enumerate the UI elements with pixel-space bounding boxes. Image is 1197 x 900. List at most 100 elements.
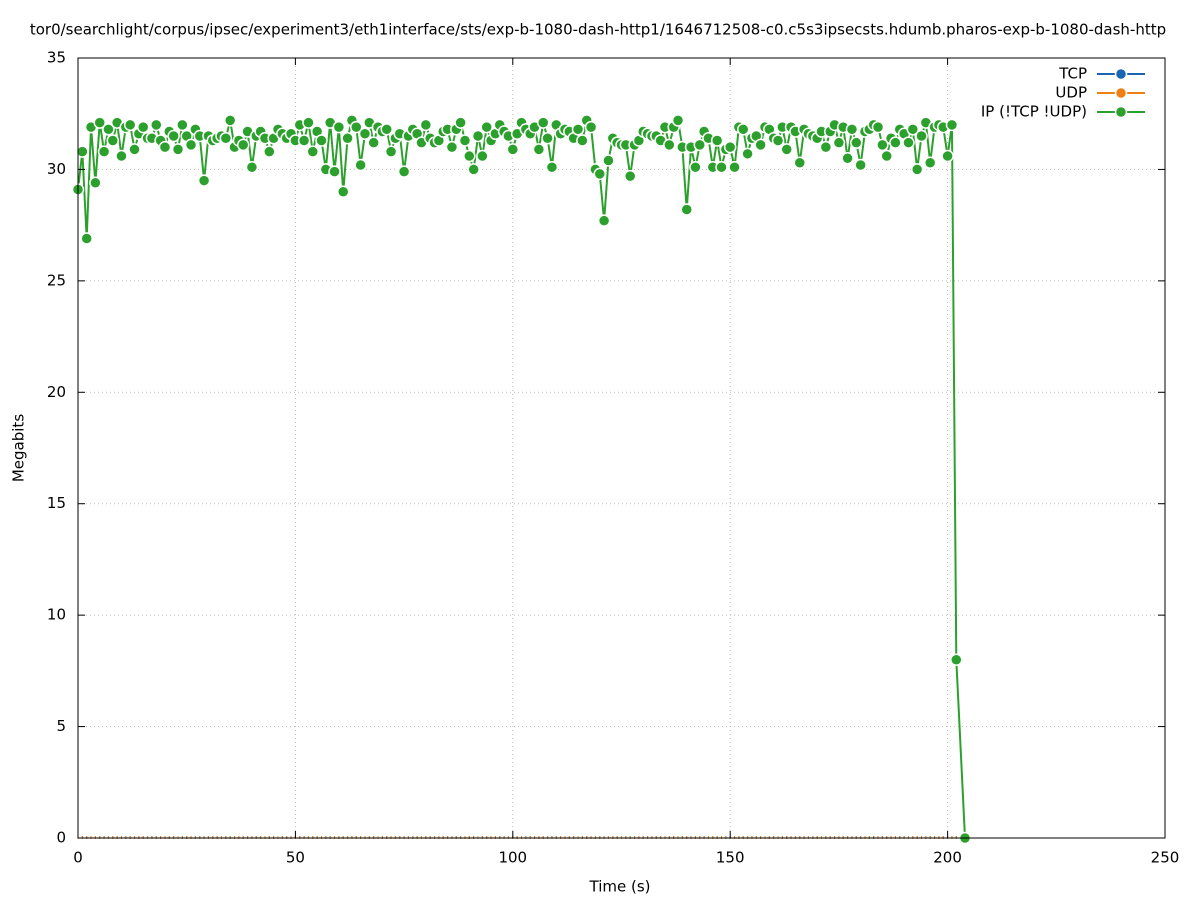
data-point — [223, 114, 237, 127]
data-point — [602, 154, 615, 167]
data-point — [171, 143, 185, 156]
data-point — [593, 167, 607, 181]
data-point — [506, 143, 520, 156]
data-point — [741, 147, 754, 161]
data-point — [219, 131, 233, 145]
legend-marker — [1114, 67, 1128, 81]
data-point — [541, 131, 554, 145]
legend-label: IP (!TCP !UDP) — [981, 103, 1087, 121]
data-point — [97, 145, 111, 158]
data-point — [167, 129, 180, 143]
data-point — [76, 145, 89, 158]
data-point — [306, 145, 320, 158]
axes: 0 50 100 150 200 250 0 5 10 15 20 25 30 35 — [47, 49, 1179, 867]
data-point — [184, 138, 198, 152]
data-point — [480, 120, 493, 134]
data-point — [476, 149, 489, 163]
data-point — [397, 165, 411, 178]
data-point — [728, 160, 741, 174]
y-tick-label: 25 — [47, 271, 66, 289]
data-point — [780, 143, 793, 156]
y-axis-label: Megabits — [10, 414, 28, 482]
data-point — [102, 123, 115, 136]
data-point — [150, 118, 163, 132]
data-point — [680, 203, 693, 216]
data-point — [136, 120, 150, 134]
data-point — [871, 120, 885, 134]
data-point — [328, 165, 341, 178]
data-point — [623, 169, 637, 183]
data-point — [236, 138, 250, 152]
data-point — [358, 127, 372, 141]
data-point — [354, 158, 367, 172]
y-tick-label: 10 — [47, 606, 66, 624]
data-point — [880, 149, 893, 163]
data-point — [945, 118, 959, 132]
data-point — [106, 134, 120, 147]
data-point — [571, 123, 585, 136]
data-point — [915, 129, 928, 143]
data-point — [854, 158, 867, 172]
data-point — [197, 174, 211, 187]
y-tick-label: 30 — [47, 160, 66, 178]
data-point — [367, 136, 380, 149]
y-tick-label: 15 — [47, 494, 66, 512]
data-point — [123, 118, 137, 132]
data-point — [689, 160, 702, 174]
x-tick-label: 250 — [1151, 849, 1180, 867]
y-tick-label: 0 — [56, 829, 66, 847]
x-tick-label: 100 — [498, 849, 527, 867]
legend-marker — [1114, 86, 1128, 100]
data-point — [341, 131, 354, 145]
y-tick-label: 5 — [56, 717, 66, 735]
data-point — [715, 160, 728, 174]
data-point — [115, 149, 128, 163]
data-point — [889, 136, 902, 149]
legend-label: TCP — [1058, 65, 1087, 83]
x-tick-label: 0 — [73, 849, 83, 867]
data-point — [332, 120, 346, 134]
data-point — [297, 134, 311, 147]
data-point — [736, 123, 750, 136]
data-point — [693, 138, 707, 152]
x-tick-label: 150 — [716, 849, 745, 867]
data-point — [89, 176, 102, 190]
data-point — [315, 134, 328, 147]
data-point — [380, 123, 393, 136]
data-point — [576, 134, 589, 147]
data-point — [910, 163, 924, 176]
data-point — [467, 163, 480, 176]
data-point — [663, 138, 676, 152]
data-point — [710, 134, 724, 147]
data-point — [80, 232, 93, 245]
data-point — [845, 123, 859, 136]
data-point — [350, 120, 363, 134]
data-point — [263, 145, 276, 158]
data-point — [723, 140, 737, 154]
data-point — [471, 129, 485, 143]
data-point — [832, 136, 846, 149]
plot-frame — [77, 57, 1166, 839]
x-tick-label: 200 — [933, 849, 962, 867]
data-point — [950, 653, 963, 666]
legend-label: UDP — [1055, 84, 1087, 102]
data-point — [597, 214, 611, 227]
y-tick-label: 35 — [47, 49, 66, 67]
data-point — [754, 138, 767, 152]
data-point — [176, 118, 189, 132]
data-point — [841, 152, 854, 165]
data-point — [876, 138, 889, 152]
data-point — [923, 156, 937, 169]
data-point — [128, 143, 141, 156]
data-point — [158, 140, 172, 154]
data-point — [419, 118, 433, 132]
data-point — [463, 149, 476, 163]
data-point — [584, 120, 598, 134]
data-point — [906, 123, 920, 136]
data-point — [336, 185, 350, 198]
data-point — [458, 134, 472, 147]
chart-title: tor0/searchlight/corpus/ipsec/experiment… — [30, 21, 1166, 39]
